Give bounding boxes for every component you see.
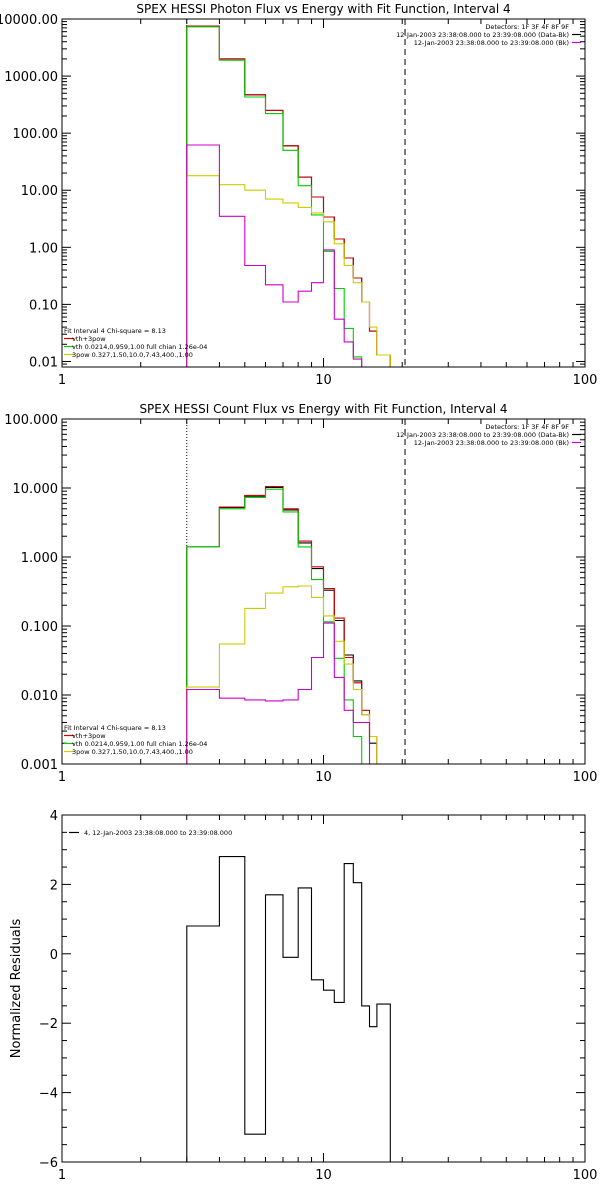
series-data-bk-line [186,486,378,764]
series-3pow-line [186,585,391,764]
x-tick-label: 10 [315,1168,332,1183]
series-group [186,485,391,764]
series-vth-3pow-line [186,25,391,367]
residuals-panel: 1 10 100 −6 −4 −2 0 2 4 Normalized Residuals 4, 12… [9,809,597,1183]
y-tick-label: 1.000 [21,551,58,566]
y-tick-label: −6 [39,1156,58,1171]
info-text: 12-Jan-2003 23:38:08.000 to 23:39:08.000… [414,439,569,447]
legend-text: 4, 12-Jan-2003 23:38:08.000 to 23:39:08.… [84,829,232,837]
legend-text: 3pow 0.327,1.50,10.0,7.43,400.,1.00 [72,748,193,756]
y-tick-label: 1000.00 [4,70,58,85]
plot-frame [61,814,586,1163]
y-tick-label: 0.01 [29,355,58,370]
y-tick-label: 1.00 [29,241,58,256]
series-vth-3pow-line [186,485,378,764]
y-tick-label: 0 [50,948,58,963]
series-bk-line [186,144,363,367]
legend-text: vth+3pow [72,732,106,740]
x-tick-label: 100 [573,1168,598,1183]
y-axis-title: Normalized Residuals [9,919,24,1059]
legend-text: vth+3pow [72,335,106,343]
plot-frame [61,418,586,765]
series-vth-line [186,26,370,367]
chart-title: SPEX HESSI Count Flux vs Energy with Fit… [139,402,507,416]
x-tick-label: 1 [58,770,66,785]
axis-ticks [61,419,585,765]
y-tick-label: −4 [39,1087,58,1102]
y-tick-label: 0.010 [21,689,58,704]
y-tick-label: 100.00 [13,127,59,142]
y-tick-label: −2 [39,1017,58,1032]
x-tick-label: 10 [315,373,332,388]
series-data-bk-line [186,25,391,367]
series-vth-line [186,488,370,764]
y-tick-label: 10.000 [13,482,59,497]
legend-text: 3pow 0.327,1.50,10.0,7.43,400.,1.00 [72,351,193,359]
info-text: 12-Jan-2003 23:38:08.000 to 23:39:08.000… [396,31,569,39]
y-tick-label: 10000.00 [0,13,58,28]
plot-frame [61,18,586,368]
series-bk-line [186,622,371,764]
legend-text: Fit Interval 4 Chi-square = 8.13 [64,327,166,335]
legend-text: vth 0.0214,0.959,1.00 full chian 1.26e-0… [72,740,207,748]
axis-ticks [61,19,585,368]
x-tick-label: 10 [315,770,332,785]
y-tick-label: 2 [50,878,58,893]
photon-flux-panel: SPEX HESSI Photon Flux vs Energy with Fi… [0,2,597,388]
x-tick-label: 100 [573,373,598,388]
series-4-12-jan-2003-23-38-08-000-to-23-39-08-000-line [186,856,391,1162]
count-flux-panel: SPEX HESSI Count Flux vs Energy with Fit… [4,402,597,785]
legend-text: Fit Interval 4 Chi-square = 8.13 [64,724,166,732]
y-tick-label: 0.001 [21,758,58,773]
legend-text: vth 0.0214,0.959,1.00 full chian 1.26e-0… [72,343,207,351]
x-tick-label: 1 [58,373,66,388]
y-tick-label: 10.00 [21,184,58,199]
info-text: 12-Jan-2003 23:38:08.000 to 23:39:08.000… [396,431,569,439]
info-text: Detectors: 1F 3F 4F 8F 9F [485,23,569,31]
y-tick-label: 0.100 [21,620,58,635]
series-group [186,25,403,367]
info-text: 12-Jan-2003 23:38:08.000 to 23:39:08.000… [414,39,569,47]
info-text: Detectors: 1F 3F 4F 8F 9F [485,423,569,431]
series-group [186,856,391,1162]
y-tick-label: 0.10 [29,298,58,313]
y-tick-label: 4 [50,809,58,824]
chart-title: SPEX HESSI Photon Flux vs Energy with Fi… [136,2,510,16]
x-tick-label: 100 [573,770,598,785]
x-tick-label: 1 [58,1168,66,1183]
y-tick-label: 100.000 [4,413,58,428]
series-3pow-line [186,175,403,367]
